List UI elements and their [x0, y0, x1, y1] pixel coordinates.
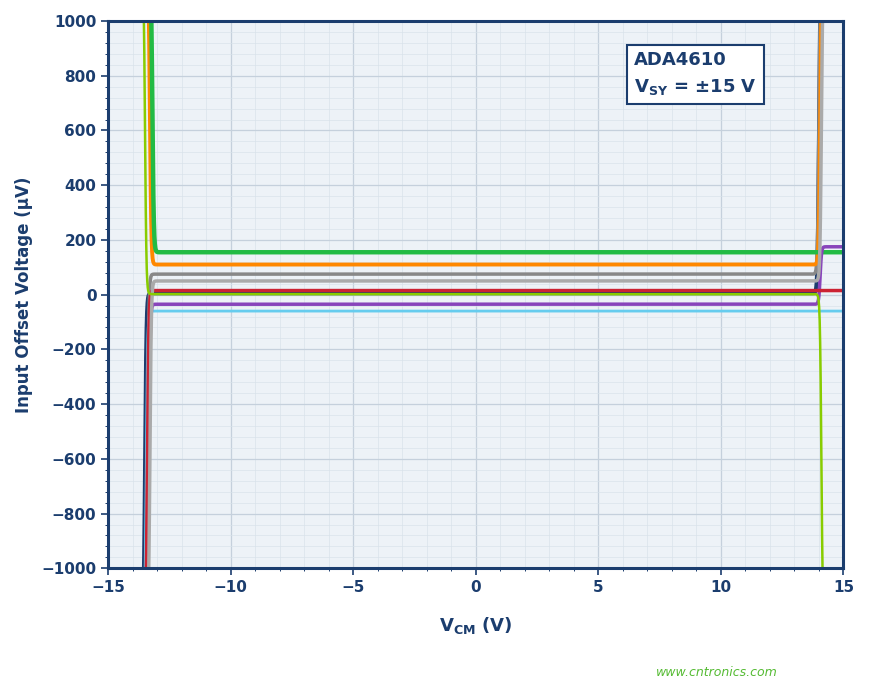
Text: $\mathbf{V_{CM}}$ (V): $\mathbf{V_{CM}}$ (V)	[439, 615, 513, 636]
Y-axis label: Input Offset Voltage (µV): Input Offset Voltage (µV)	[15, 176, 33, 413]
Text: ADA4610
$\mathbf{V_{SY}}$ = ±15 V: ADA4610 $\mathbf{V_{SY}}$ = ±15 V	[634, 51, 757, 97]
Text: www.cntronics.com: www.cntronics.com	[656, 665, 778, 679]
